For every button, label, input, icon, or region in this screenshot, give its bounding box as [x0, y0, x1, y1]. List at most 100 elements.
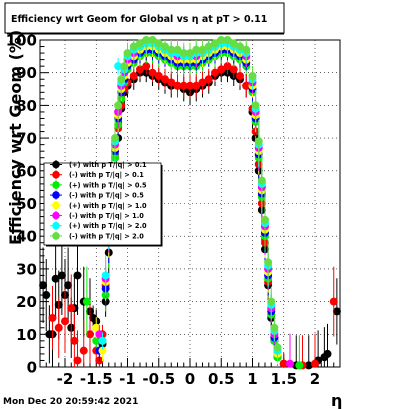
legend-label: (-) with p T/|q| > 0.1: [69, 171, 144, 180]
data-point: [161, 42, 169, 51]
data-point: [73, 356, 82, 365]
data-point: [101, 271, 110, 280]
legend-marker: [52, 181, 60, 189]
y-tick-label: 40: [16, 228, 37, 246]
data-point: [229, 39, 238, 48]
legend-marker: [52, 191, 60, 199]
series: [104, 36, 282, 355]
data-point: [251, 101, 260, 110]
data-point: [179, 49, 188, 58]
data-point: [79, 346, 88, 355]
data-point: [86, 330, 94, 339]
data-point: [242, 45, 251, 54]
data-point: [173, 81, 182, 90]
data-point: [198, 78, 207, 87]
x-tick-label: 0.5: [208, 370, 235, 388]
data-point: [329, 297, 338, 306]
x-tick-label: 0: [185, 370, 195, 388]
data-point: [114, 101, 123, 110]
data-point: [186, 81, 194, 90]
data-point: [167, 78, 176, 87]
data-point: [217, 65, 226, 74]
y-tick-label: 30: [16, 260, 37, 278]
x-tick-label: -2: [57, 370, 74, 388]
data-point: [142, 62, 151, 71]
y-tick-label: 70: [16, 130, 37, 148]
data-point: [273, 343, 282, 352]
legend-marker: [52, 232, 60, 240]
legend-label: (+) with p T/|q| > 1.0: [69, 202, 147, 211]
data-point: [332, 307, 341, 316]
data-point: [173, 45, 182, 54]
data-point: [42, 291, 51, 300]
data-point: [117, 75, 126, 84]
data-point: [279, 359, 288, 368]
data-point: [123, 49, 132, 58]
data-point: [92, 336, 101, 345]
data-point: [204, 75, 213, 84]
data-point: [264, 258, 273, 267]
data-point: [129, 71, 138, 80]
data-point: [95, 330, 104, 339]
data-point: [192, 81, 201, 90]
timestamp: Mon Dec 20 20:59:42 2021: [3, 397, 138, 407]
x-tick-label: -1.5: [80, 370, 113, 388]
data-point: [192, 45, 201, 54]
legend-marker: [52, 221, 60, 230]
data-point: [167, 45, 176, 54]
data-point: [211, 39, 219, 48]
y-tick-label: 10: [16, 326, 37, 344]
data-point: [51, 274, 60, 283]
legend-marker: [52, 160, 60, 169]
data-point: [286, 359, 294, 368]
x-axis-title: η: [331, 391, 342, 409]
data-point: [48, 313, 57, 322]
data-point: [54, 323, 63, 332]
data-point: [70, 336, 79, 345]
data-point: [211, 68, 219, 77]
data-point: [198, 45, 207, 54]
data-point: [136, 65, 144, 74]
data-point: [57, 271, 66, 280]
data-point: [154, 71, 163, 80]
y-tick-label: 100: [6, 32, 37, 50]
x-tick-label: 1.5: [270, 370, 297, 388]
x-tick-label: -1: [119, 370, 136, 388]
data-point: [154, 39, 163, 48]
data-point: [67, 304, 76, 313]
data-point: [179, 81, 188, 90]
data-point: [136, 39, 144, 48]
legend-marker: [52, 211, 60, 220]
data-point: [248, 71, 257, 80]
data-point: [323, 349, 332, 358]
y-tick-label: 0: [27, 359, 37, 377]
legend: (+) with p T/|q| > 0.1(-) with p T/|q| >…: [43, 160, 163, 247]
data-point: [217, 36, 226, 44]
data-point: [236, 71, 244, 80]
legend-label: (+) with p T/|q| > 0.5: [69, 181, 147, 190]
data-point: [92, 323, 101, 332]
data-point: [229, 65, 238, 74]
data-point: [257, 176, 266, 185]
legend-label: (+) with p T/|q| > 0.1: [69, 161, 147, 170]
y-tick-label: 60: [16, 162, 37, 180]
data-point: [39, 281, 48, 290]
legend-label: (+) with p T/|q| > 2.0: [69, 222, 147, 231]
data-point: [61, 317, 69, 326]
data-point: [204, 42, 213, 51]
y-axis-title: Efficiency wrt Geom (%): [6, 30, 25, 245]
x-tick-label: -0.5: [142, 370, 175, 388]
y-tick-label: 90: [16, 64, 37, 82]
data-point: [148, 68, 157, 77]
data-point: [295, 361, 304, 370]
y-tick-label: 20: [16, 293, 37, 311]
data-point: [261, 215, 269, 224]
data-point: [73, 271, 82, 280]
y-tick-label: 50: [16, 195, 37, 213]
title-box: Efficiency wrt Geom for Global vs η at p…: [4, 2, 285, 35]
legend-label: (-) with p T/|q| > 2.0: [69, 232, 144, 241]
x-tick-label: 1: [247, 370, 257, 388]
legend-label: (-) with p T/|q| > 0.5: [69, 192, 144, 201]
data-point: [236, 42, 244, 51]
data-point: [223, 62, 232, 71]
